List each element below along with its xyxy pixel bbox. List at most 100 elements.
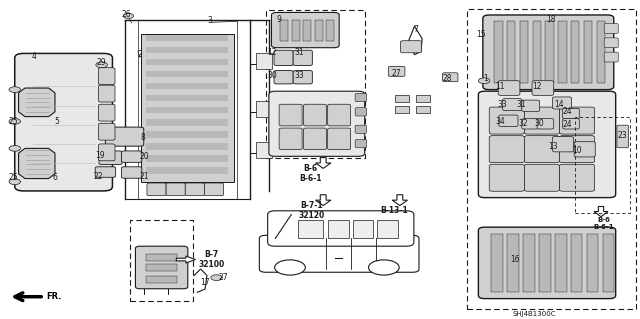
Bar (507, 21, 515, 83)
Bar (256, 142, 272, 158)
Bar (147, 107, 228, 114)
FancyBboxPatch shape (552, 97, 572, 109)
Bar (416, 107, 430, 114)
Bar (587, 234, 598, 292)
FancyBboxPatch shape (524, 107, 559, 134)
FancyBboxPatch shape (537, 119, 554, 129)
Text: B-7
32100: B-7 32100 (198, 250, 225, 269)
Text: SHJ4B1300C: SHJ4B1300C (512, 310, 556, 316)
Bar (147, 167, 228, 174)
Bar (520, 21, 528, 83)
FancyBboxPatch shape (355, 108, 367, 116)
FancyBboxPatch shape (522, 119, 538, 129)
Bar (416, 95, 430, 102)
FancyBboxPatch shape (303, 128, 326, 150)
Bar (467, 9, 636, 309)
Text: 12: 12 (268, 48, 277, 57)
Polygon shape (316, 158, 331, 168)
FancyBboxPatch shape (489, 107, 524, 134)
FancyBboxPatch shape (563, 119, 579, 129)
Text: 11: 11 (495, 82, 505, 91)
Text: 31: 31 (516, 100, 526, 109)
Bar (539, 234, 550, 292)
Text: 18: 18 (547, 15, 556, 24)
Text: 24: 24 (563, 108, 573, 116)
FancyBboxPatch shape (122, 151, 142, 162)
Polygon shape (392, 195, 408, 205)
Polygon shape (176, 256, 195, 263)
FancyBboxPatch shape (166, 183, 185, 196)
Text: B-6
B-6-1: B-6 B-6-1 (299, 164, 321, 183)
Text: 17: 17 (200, 278, 210, 287)
Text: 16: 16 (510, 255, 520, 264)
FancyBboxPatch shape (401, 41, 422, 53)
FancyBboxPatch shape (489, 164, 524, 191)
Bar (147, 276, 177, 283)
Text: 6: 6 (52, 173, 58, 182)
Text: 1: 1 (484, 74, 488, 83)
FancyBboxPatch shape (293, 50, 312, 65)
Bar (147, 95, 228, 101)
FancyBboxPatch shape (136, 246, 188, 289)
FancyBboxPatch shape (106, 127, 144, 146)
Text: 24: 24 (563, 120, 573, 129)
FancyBboxPatch shape (604, 52, 618, 62)
Bar (147, 131, 228, 137)
Text: B-13-1: B-13-1 (381, 206, 408, 215)
FancyBboxPatch shape (99, 85, 115, 102)
Text: 8: 8 (140, 133, 145, 142)
Bar (378, 220, 398, 238)
Bar (147, 47, 228, 53)
Bar (147, 143, 228, 150)
Circle shape (124, 13, 134, 19)
Bar (298, 220, 323, 238)
FancyBboxPatch shape (355, 125, 367, 133)
Bar (147, 83, 228, 89)
Text: 26: 26 (122, 11, 131, 19)
Bar (558, 21, 566, 83)
Text: 22: 22 (93, 173, 102, 182)
FancyBboxPatch shape (328, 104, 351, 126)
FancyBboxPatch shape (99, 151, 122, 165)
Bar (603, 234, 614, 292)
Bar (292, 20, 300, 41)
Polygon shape (594, 206, 608, 217)
Text: 9: 9 (276, 15, 281, 24)
FancyBboxPatch shape (268, 211, 414, 246)
Text: 23: 23 (618, 131, 627, 140)
Text: FR.: FR. (47, 292, 62, 301)
FancyBboxPatch shape (122, 167, 142, 178)
FancyBboxPatch shape (99, 104, 115, 121)
Bar (303, 20, 311, 41)
FancyBboxPatch shape (259, 235, 419, 272)
Bar (266, 10, 365, 158)
Text: 12: 12 (532, 82, 542, 91)
FancyBboxPatch shape (524, 136, 559, 163)
Circle shape (9, 87, 20, 93)
FancyBboxPatch shape (502, 99, 522, 111)
FancyBboxPatch shape (99, 144, 115, 161)
Circle shape (369, 260, 399, 275)
Bar (532, 21, 541, 83)
Text: B-6
B-6-1: B-6 B-6-1 (593, 217, 614, 230)
Text: 13: 13 (548, 142, 558, 151)
Text: 33: 33 (497, 100, 507, 109)
Bar (494, 21, 502, 83)
Text: 14: 14 (555, 100, 564, 109)
Bar (396, 107, 410, 114)
Circle shape (9, 179, 20, 185)
Circle shape (9, 145, 20, 151)
FancyBboxPatch shape (617, 125, 628, 148)
Bar (147, 155, 228, 162)
Bar (147, 71, 228, 77)
FancyBboxPatch shape (524, 164, 559, 191)
Bar (147, 264, 177, 271)
Text: 27: 27 (392, 69, 401, 78)
FancyBboxPatch shape (483, 15, 614, 90)
Bar (315, 20, 323, 41)
FancyBboxPatch shape (604, 38, 618, 48)
Text: 27: 27 (218, 272, 228, 281)
FancyBboxPatch shape (274, 70, 293, 84)
FancyBboxPatch shape (522, 100, 540, 112)
Text: 30: 30 (535, 119, 545, 129)
